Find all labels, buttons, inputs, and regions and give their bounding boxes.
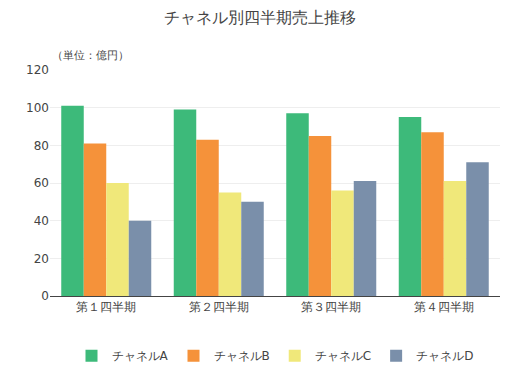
svg-text:チャネルD: チャネルD — [416, 349, 473, 363]
svg-text:0: 0 — [41, 289, 49, 303]
svg-text:（単位：億円）: （単位：億円） — [52, 49, 129, 62]
svg-text:チャネルA: チャネルA — [112, 349, 169, 363]
svg-text:第４四半期: 第４四半期 — [414, 300, 474, 314]
svg-text:60: 60 — [34, 176, 49, 190]
svg-text:20: 20 — [34, 252, 49, 266]
svg-text:第２四半期: 第２四半期 — [189, 300, 249, 314]
svg-text:チャネル別四半期売上推移: チャネル別四半期売上推移 — [164, 8, 356, 27]
svg-text:100: 100 — [26, 101, 49, 115]
svg-text:第１四半期: 第１四半期 — [76, 300, 136, 314]
svg-text:第３四半期: 第３四半期 — [301, 300, 361, 314]
svg-text:80: 80 — [34, 139, 49, 153]
svg-text:120: 120 — [26, 63, 49, 77]
svg-text:チャネルC: チャネルC — [315, 349, 371, 363]
svg-text:40: 40 — [34, 214, 49, 228]
svg-text:チャネルB: チャネルB — [214, 349, 270, 363]
